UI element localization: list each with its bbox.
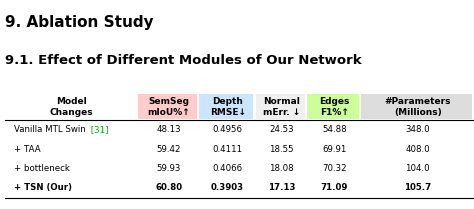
Text: + TSN (Our): + TSN (Our) — [14, 184, 72, 192]
Text: Normal
mErr. ↓: Normal mErr. ↓ — [263, 97, 300, 117]
Text: + TAA: + TAA — [14, 145, 41, 154]
Text: Vanilla MTL Swin: Vanilla MTL Swin — [14, 125, 86, 134]
FancyBboxPatch shape — [138, 94, 197, 119]
Text: 0.4956: 0.4956 — [213, 125, 243, 134]
Text: 59.42: 59.42 — [157, 145, 181, 154]
Text: #Parameters
(Millions): #Parameters (Millions) — [384, 97, 451, 117]
FancyBboxPatch shape — [200, 94, 254, 119]
Text: 105.7: 105.7 — [404, 184, 431, 192]
Text: 348.0: 348.0 — [405, 125, 430, 134]
Text: 0.4111: 0.4111 — [212, 145, 243, 154]
Text: [31]: [31] — [88, 125, 109, 134]
FancyBboxPatch shape — [308, 94, 359, 119]
Text: SemSeg
mIoU%↑: SemSeg mIoU%↑ — [147, 97, 191, 117]
Text: 0.3903: 0.3903 — [211, 184, 244, 192]
Text: 24.53: 24.53 — [269, 125, 294, 134]
Text: 48.13: 48.13 — [157, 125, 181, 134]
Text: 104.0: 104.0 — [405, 164, 430, 173]
Text: Model
Changes: Model Changes — [50, 97, 93, 117]
Text: 18.08: 18.08 — [269, 164, 294, 173]
Text: 0.4066: 0.4066 — [212, 164, 243, 173]
Text: 9.1. Effect of Different Modules of Our Network: 9.1. Effect of Different Modules of Our … — [5, 54, 361, 67]
Text: 17.13: 17.13 — [268, 184, 295, 192]
Text: 54.88: 54.88 — [322, 125, 346, 134]
Text: 60.80: 60.80 — [155, 184, 182, 192]
Text: 9. Ablation Study: 9. Ablation Study — [5, 15, 154, 31]
Text: + bottleneck: + bottleneck — [14, 164, 70, 173]
FancyBboxPatch shape — [256, 94, 305, 119]
Text: 18.55: 18.55 — [269, 145, 294, 154]
FancyBboxPatch shape — [361, 94, 472, 119]
Text: 59.93: 59.93 — [157, 164, 181, 173]
Text: 69.91: 69.91 — [322, 145, 346, 154]
Text: 71.09: 71.09 — [321, 184, 348, 192]
Text: 408.0: 408.0 — [405, 145, 430, 154]
Text: Edges
F1%↑: Edges F1%↑ — [319, 97, 350, 117]
Text: 70.32: 70.32 — [322, 164, 346, 173]
Text: Depth
RMSE↓: Depth RMSE↓ — [210, 97, 246, 117]
